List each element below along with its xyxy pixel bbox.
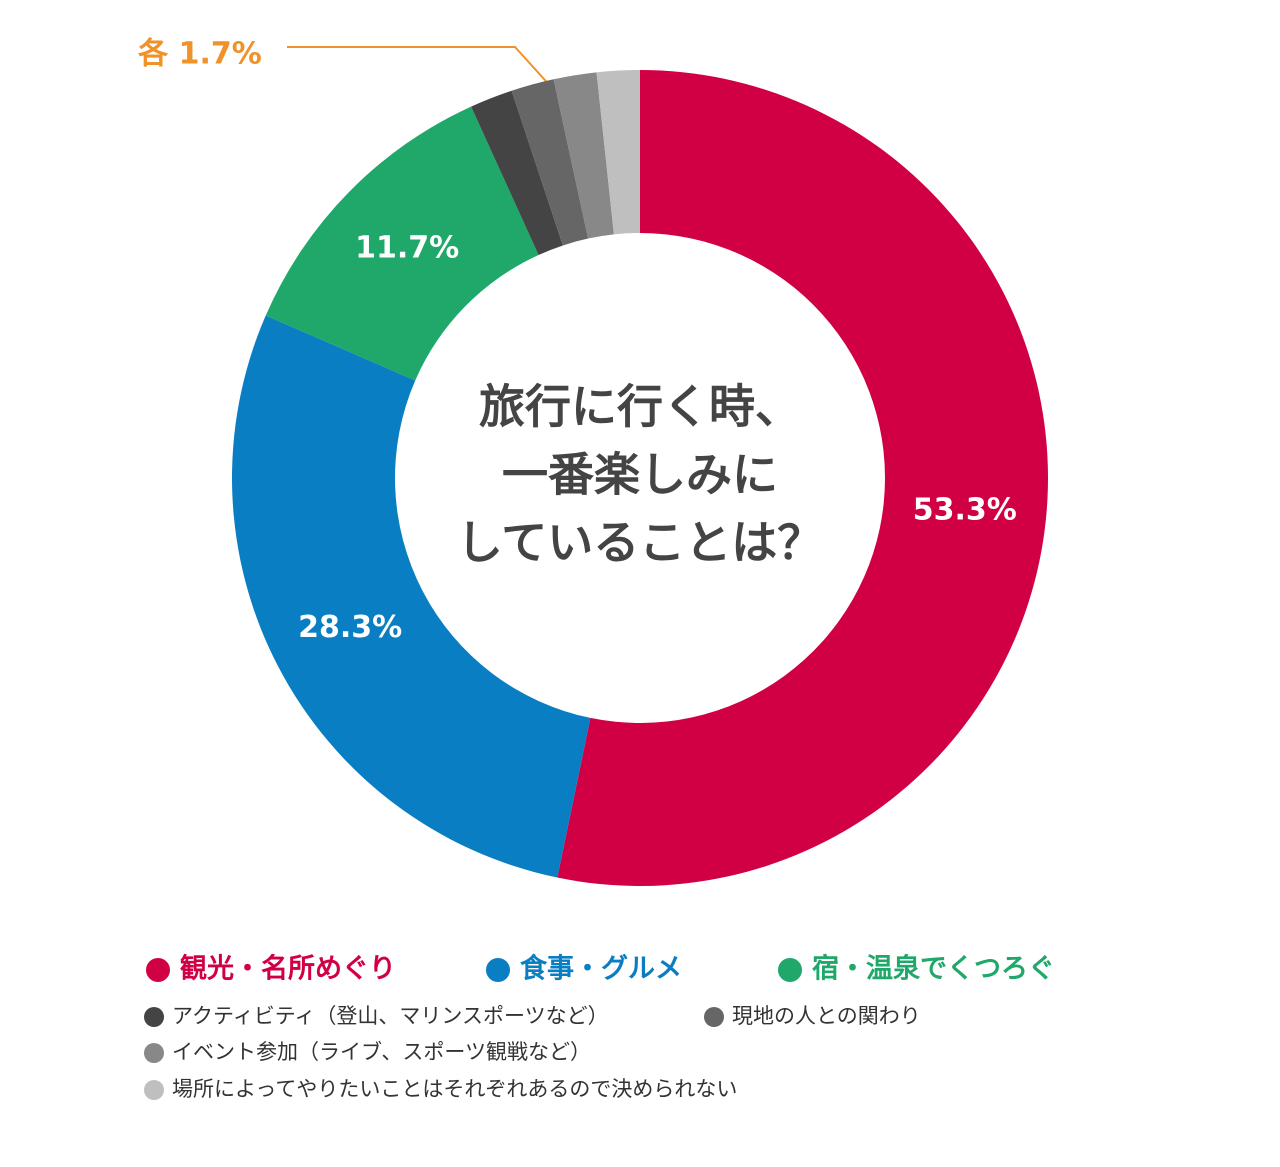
legend-marker [704, 1007, 724, 1027]
donut-slice [553, 72, 614, 239]
legend-marker [144, 1043, 164, 1063]
center-text: 一番楽しみに [502, 448, 778, 502]
center-text: していることは？ [457, 516, 824, 570]
legend-marker [144, 1007, 164, 1027]
donut-slice [557, 70, 1048, 886]
value-label: 53.3% [913, 493, 1017, 528]
donut-slice [232, 315, 591, 878]
legend-label: イベント参加（ライブ、スポーツ観戦など） [172, 1040, 591, 1064]
legend-label: アクティビティ（登山、マリンスポーツなど） [172, 1004, 609, 1028]
donut-slice [511, 79, 589, 246]
legend-marker [778, 958, 802, 982]
legend-label: 観光・名所めぐり [180, 953, 396, 985]
donut-slice [471, 90, 563, 255]
donut-slice [265, 106, 539, 381]
legend-marker [486, 958, 510, 982]
legend-label: 宿・温泉でくつろぐ [812, 953, 1055, 985]
legend-label: 現地の人との関わり [732, 1004, 921, 1028]
value-label: 11.7% [355, 231, 459, 266]
value-label: 28.3% [298, 610, 402, 645]
legend-marker [144, 1080, 164, 1100]
center-text: 旅行に行く時、 [479, 380, 801, 434]
legend-label: 食事・グルメ [520, 953, 682, 985]
legend-marker [146, 958, 170, 982]
donut-slice [596, 70, 640, 235]
annotation: 各 1.7% [137, 37, 262, 72]
legend-label: 場所によってやりたいことはそれぞれあるので決められない [172, 1077, 737, 1101]
